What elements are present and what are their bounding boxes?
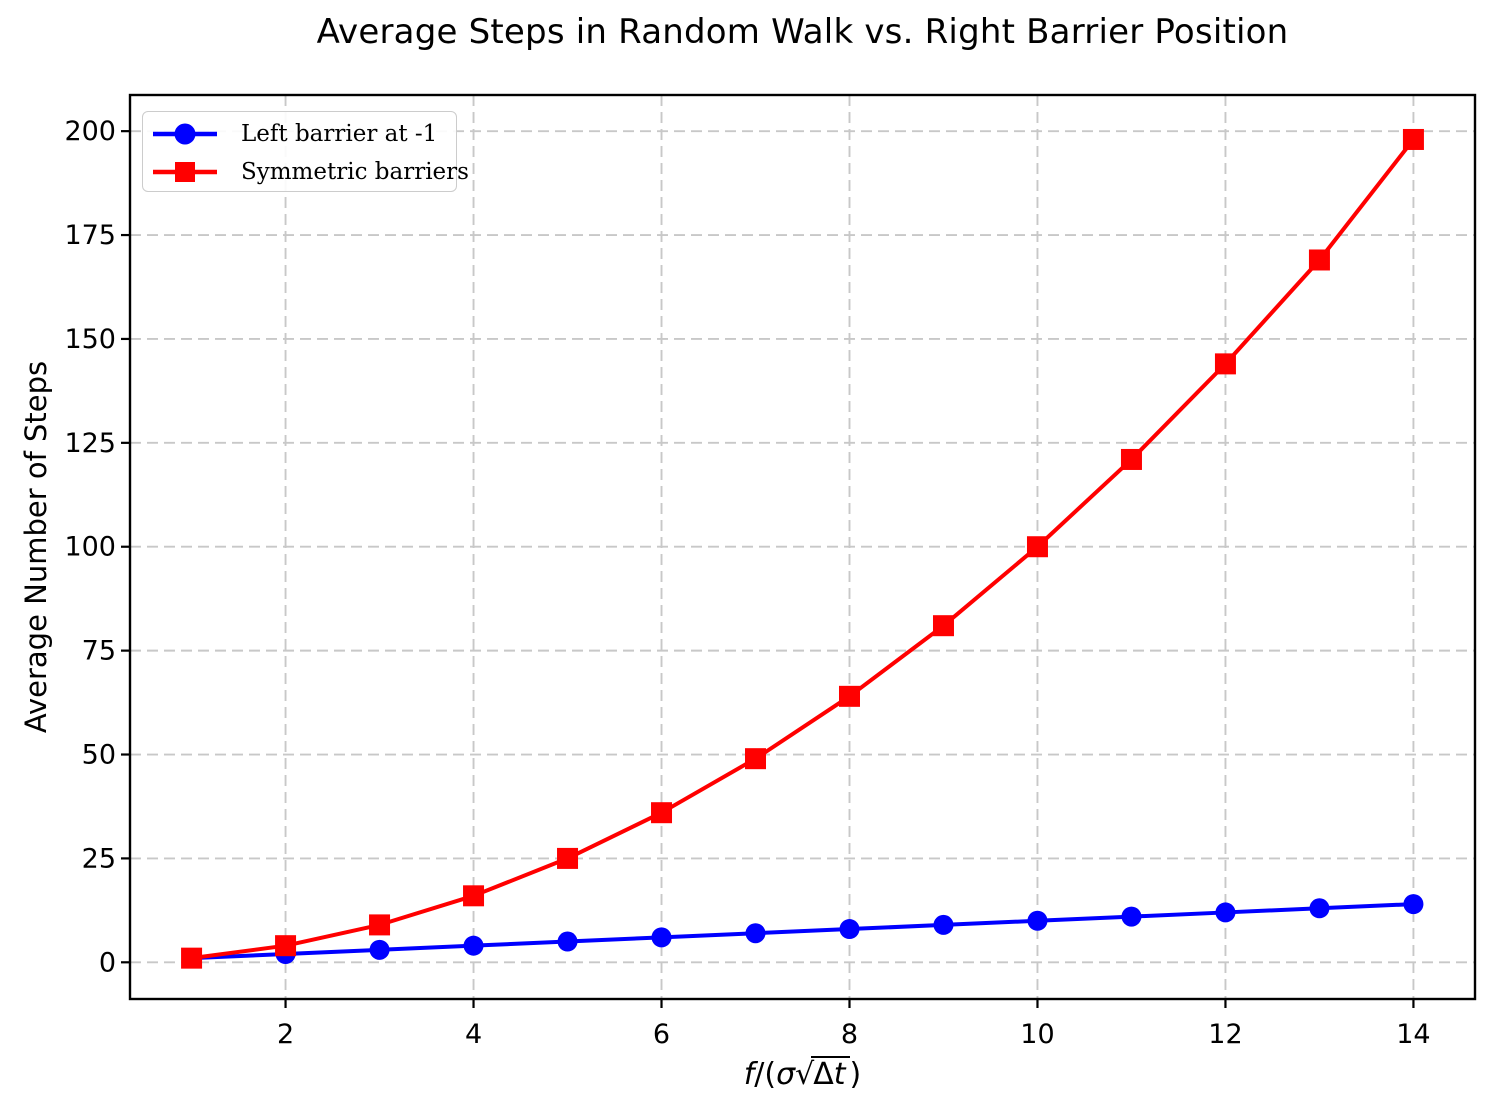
data-point bbox=[838, 685, 860, 707]
legend-square-icon bbox=[153, 162, 217, 182]
y-tick-label: 25 bbox=[82, 843, 116, 874]
x-tick-label: 6 bbox=[653, 1019, 670, 1050]
data-point bbox=[1308, 249, 1330, 271]
x-tick-label: 10 bbox=[1020, 1019, 1054, 1050]
series-line-1 bbox=[191, 138, 1416, 961]
x-tick-label: 14 bbox=[1396, 1019, 1430, 1050]
legend-item-label: Left barrier at -1 bbox=[241, 121, 438, 147]
data-point bbox=[745, 748, 767, 770]
x-axis-label-part: Δ bbox=[813, 1057, 834, 1092]
x-tick-label: 2 bbox=[277, 1019, 294, 1050]
legend-item: Left barrier at -1 bbox=[151, 116, 456, 153]
x-axis-label-part: t bbox=[833, 1057, 846, 1092]
x-axis-label-part: σ bbox=[776, 1057, 796, 1092]
x-axis-label-part: ) bbox=[849, 1057, 862, 1092]
sqrt-symbol: √ bbox=[795, 1057, 814, 1092]
legend-circle-icon bbox=[153, 123, 217, 145]
legend-item-label: Symmetric barriers bbox=[241, 159, 469, 185]
data-point bbox=[1215, 902, 1236, 923]
data-point bbox=[839, 919, 860, 940]
data-point bbox=[1402, 128, 1424, 150]
data-point bbox=[1403, 894, 1424, 915]
data-point bbox=[933, 914, 954, 935]
data-point bbox=[1309, 898, 1330, 919]
data-point bbox=[557, 931, 578, 952]
data-point bbox=[651, 927, 672, 948]
data-point bbox=[651, 802, 673, 824]
data-point bbox=[463, 885, 485, 907]
y-tick-label: 125 bbox=[64, 428, 116, 459]
y-tick-label: 0 bbox=[99, 947, 116, 978]
data-point bbox=[557, 847, 579, 869]
series-line-0 bbox=[191, 902, 1414, 961]
legend-item: Symmetric barriers bbox=[151, 154, 469, 191]
x-tick-label: 4 bbox=[465, 1019, 482, 1050]
x-axis-label-part: /( bbox=[754, 1057, 777, 1092]
data-point bbox=[932, 615, 954, 637]
y-tick-label: 175 bbox=[64, 220, 116, 251]
data-point bbox=[1121, 906, 1142, 927]
data-point bbox=[463, 935, 484, 956]
data-point bbox=[369, 914, 391, 936]
data-point bbox=[181, 947, 203, 969]
data-point bbox=[745, 923, 766, 944]
x-tick-label: 12 bbox=[1208, 1019, 1242, 1050]
y-tick-label: 50 bbox=[82, 740, 116, 771]
data-point bbox=[1027, 910, 1048, 931]
y-tick-label: 150 bbox=[64, 324, 116, 355]
chart-title: Average Steps in Random Walk vs. Right B… bbox=[316, 12, 1289, 52]
data-point bbox=[369, 939, 390, 960]
x-tick-label: 8 bbox=[841, 1019, 858, 1050]
data-point bbox=[1120, 448, 1142, 470]
data-point bbox=[1214, 353, 1236, 375]
y-tick-label: 75 bbox=[82, 636, 116, 667]
x-axis-label-part: f bbox=[743, 1057, 755, 1092]
data-point bbox=[1026, 536, 1048, 558]
y-tick-label: 100 bbox=[64, 532, 116, 563]
y-tick-label: 200 bbox=[64, 116, 116, 147]
x-axis-label: f/(σ√Δt) bbox=[130, 1056, 1475, 1092]
data-point bbox=[275, 935, 297, 957]
sqrt-radicand: Δt bbox=[811, 1056, 850, 1092]
legend-box: Left barrier at -1 Symmetric barriers bbox=[142, 111, 469, 192]
